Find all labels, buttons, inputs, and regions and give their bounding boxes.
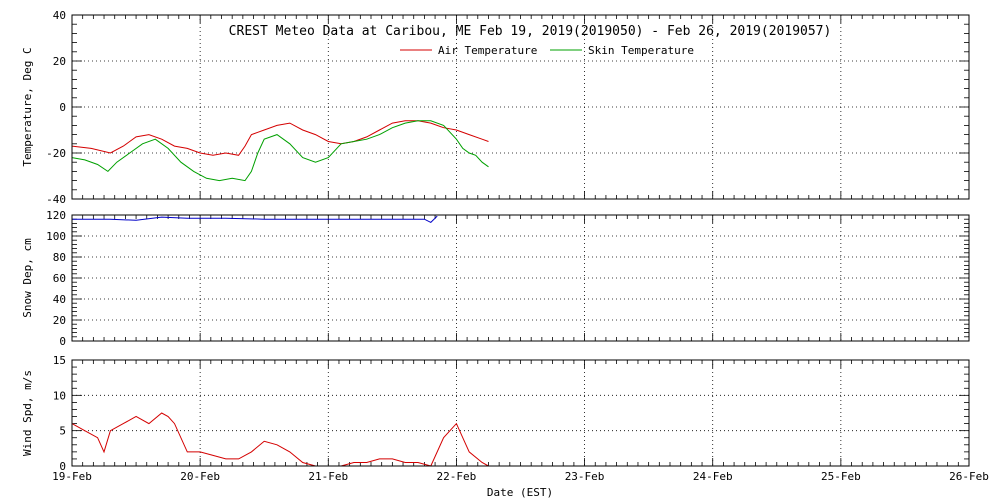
y-tick-label: 40 [53,9,66,22]
chart-panels: -40 -20 0 20 40 Temperature, Deg C 0 20 40 60 80 10… [21,9,989,483]
x-tick-label: 20-Feb [180,470,220,483]
x-tick-label: 19-Feb [52,470,92,483]
y-tick-label: -40 [46,193,66,206]
y-tick-label: 60 [53,272,66,285]
panel-temperature: -40 -20 0 20 40 Temperature, Deg C [21,9,970,206]
legend-air-label: Air Temperature [438,44,537,57]
legend-skin-label: Skin Temperature [588,44,694,57]
x-axis-title: Date (EST) [487,486,553,499]
y-tick-label: 0 [59,101,66,114]
y-tick-label: 80 [53,251,66,264]
series-line-snow-0 [72,215,438,224]
y-tick-label: 0 [59,335,66,348]
y-tick-label: -20 [46,147,66,160]
chart-title: CREST Meteo Data at Caribou, ME Feb 19, … [229,24,832,39]
y-tick-label: 100 [46,230,66,243]
series-line-temperature-1 [71,120,489,182]
y-tick-label: 40 [53,293,66,306]
x-tick-label: 25-Feb [821,470,861,483]
x-tick-label: 22-Feb [437,470,477,483]
y-tick-label: 20 [53,314,66,327]
y-tick-label: 120 [46,209,66,222]
y-tick-label: 0 [59,460,66,473]
plot-frame-temperature [71,14,970,200]
series-line-temperature-0 [71,120,489,156]
series-line-wind-0 [71,412,489,467]
panel-wind: 0 5 10 15 Wind Spd, m/s [21,354,970,473]
x-tick-label: 26-Feb [949,470,989,483]
panel-snow: 0 20 40 60 80 100 120 Snow Dep, cm [21,209,970,348]
y-tick-label: 10 [53,389,66,402]
x-tick-label: 23-Feb [565,470,605,483]
y-tick-label: 20 [53,55,66,68]
y-axis-title-wind: Wind Spd, m/s [21,370,34,456]
plot-frame-snow [71,214,970,342]
plot-frame-wind [71,359,970,467]
y-axis-title-temperature: Temperature, Deg C [21,47,34,166]
x-tick-label: 24-Feb [693,470,733,483]
y-tick-label: 15 [53,354,66,367]
y-axis-title-snow: Snow Dep, cm [21,238,34,318]
x-tick-label: 21-Feb [308,470,348,483]
y-tick-label: 5 [59,425,66,438]
legend: Air Temperature Skin Temperature [400,44,694,57]
